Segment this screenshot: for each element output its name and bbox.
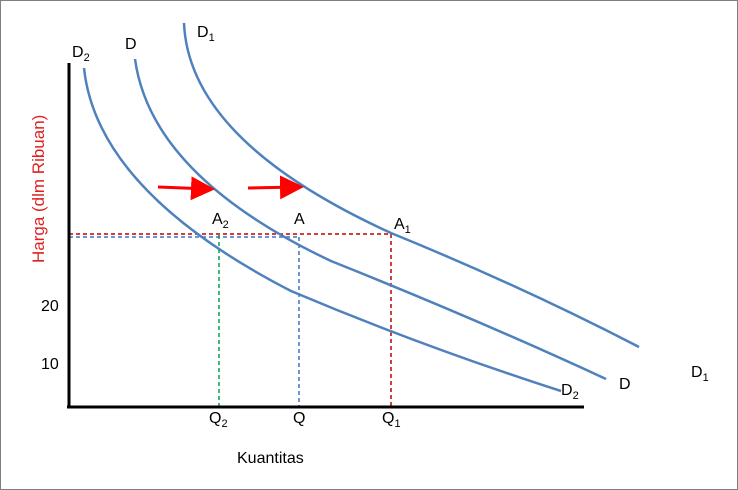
y-tick-10: 10 bbox=[41, 356, 59, 373]
x-axis-label: Kuantitas bbox=[237, 450, 304, 467]
demand-curve-d2 bbox=[82, 67, 562, 393]
demand-curve-d1 bbox=[182, 22, 640, 349]
label-point-a: A bbox=[294, 211, 305, 228]
demand-curve-d bbox=[133, 58, 607, 381]
shift-arrow-2 bbox=[247, 175, 304, 200]
label-point-a1: A1 bbox=[394, 216, 411, 236]
y-tick-20: 20 bbox=[41, 298, 59, 315]
label-q: Q bbox=[293, 410, 305, 427]
label-point-a2: A2 bbox=[212, 211, 229, 231]
y-axis-label: Harga (dlm Ribuan) bbox=[29, 115, 48, 263]
label-d1-bottom: D1 bbox=[691, 364, 709, 384]
label-d-bottom: D bbox=[619, 376, 631, 393]
label-q2: Q2 bbox=[209, 410, 228, 430]
label-d2-top: D2 bbox=[72, 44, 90, 64]
shift-arrow-1 bbox=[157, 176, 215, 201]
label-d1-top: D1 bbox=[197, 24, 215, 44]
label-q1: Q1 bbox=[382, 410, 401, 430]
label-d-top: D bbox=[125, 36, 137, 53]
label-d2-bottom: D2 bbox=[561, 382, 579, 402]
